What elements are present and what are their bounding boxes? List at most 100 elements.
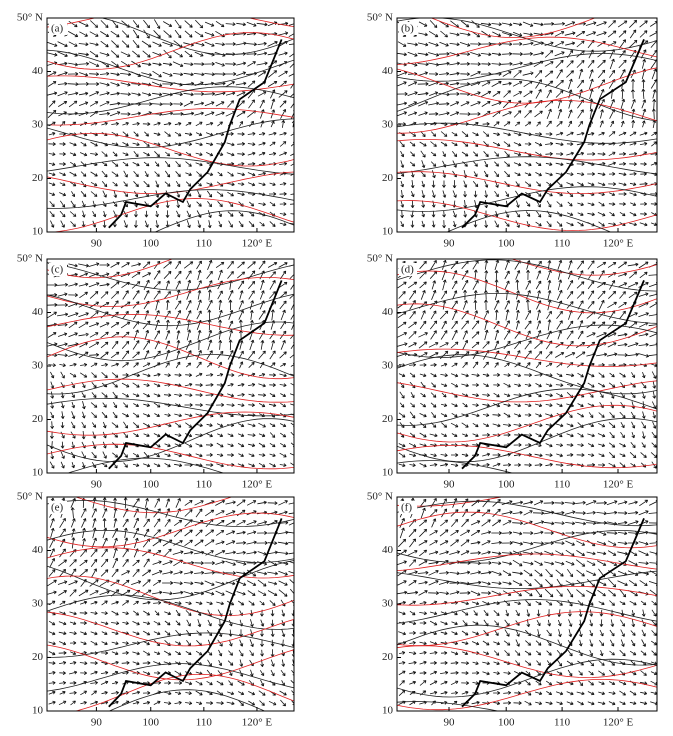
contour <box>47 663 294 692</box>
contour <box>73 673 294 711</box>
y-tick-label: 50° N <box>367 253 393 265</box>
contour <box>47 108 294 126</box>
y-tick-label: 20 <box>382 651 394 663</box>
panel-label: (e) <box>51 502 64 514</box>
contour <box>397 611 657 647</box>
y-tick-label: 20 <box>382 413 394 425</box>
x-tick-label: 110 <box>554 479 571 491</box>
contour <box>108 689 266 711</box>
contour <box>47 397 294 417</box>
contour <box>47 594 294 630</box>
y-tick-label: 30 <box>382 598 394 610</box>
contour <box>47 49 294 86</box>
y-tick-label: 50° N <box>367 12 393 24</box>
y-tick-label: 10 <box>32 705 44 717</box>
contour <box>47 575 294 617</box>
x-tick-label: 100 <box>142 238 159 250</box>
contour <box>47 512 294 548</box>
map-panel: (c) 50° N 40 30 20 10 90 100 110 120° E <box>17 253 295 491</box>
y-tick-label: 10 <box>382 467 394 479</box>
contour <box>397 445 657 469</box>
contour <box>154 210 294 232</box>
contour <box>397 679 657 711</box>
contour <box>47 18 294 28</box>
contour <box>397 200 657 231</box>
contour <box>397 303 657 347</box>
contour <box>397 354 657 395</box>
contour <box>47 632 294 658</box>
x-tick-label: 100 <box>498 717 515 729</box>
panel-label: (d) <box>401 264 414 276</box>
panel-label: (b) <box>401 23 414 35</box>
x-tick-label: 100 <box>498 479 515 491</box>
contour <box>47 500 294 528</box>
contour <box>100 18 294 56</box>
map-panel: (d) 50° N 40 30 20 10 90 100 110 120° E <box>367 253 658 491</box>
x-tick-label: 100 <box>498 238 515 250</box>
y-tick-label: 50° N <box>17 12 43 24</box>
y-tick-label: 20 <box>382 172 394 184</box>
contour <box>47 262 294 291</box>
coastline <box>461 39 645 229</box>
x-tick-label: 90 <box>444 238 456 250</box>
contour <box>397 53 657 82</box>
x-tick-label: 90 <box>91 717 103 729</box>
contour <box>397 156 657 175</box>
contour <box>397 497 504 507</box>
map-content <box>397 259 657 473</box>
contour <box>47 133 294 167</box>
contour <box>47 32 294 70</box>
contour <box>397 530 657 563</box>
contour <box>47 321 294 362</box>
contour <box>47 530 294 563</box>
y-tick-label: 20 <box>32 651 44 663</box>
contour <box>47 118 294 148</box>
contour <box>397 460 515 473</box>
label-bg <box>399 22 417 35</box>
panel-label: (f) <box>401 502 412 514</box>
panel-label: (c) <box>51 264 64 276</box>
x-tick-label: 110 <box>196 238 213 250</box>
map-panel: (a) 50° N 40 30 20 10 90 100 110 120° E <box>17 12 295 250</box>
y-tick-label: 30 <box>32 598 44 610</box>
contour <box>397 586 657 606</box>
contour <box>47 560 294 601</box>
contour <box>397 404 657 443</box>
contour <box>47 313 294 336</box>
y-tick-label: 20 <box>32 413 44 425</box>
y-tick-label: 40 <box>32 65 44 77</box>
y-tick-label: 50° N <box>367 491 393 503</box>
label-bg <box>49 501 67 514</box>
wind-vectors <box>47 497 294 707</box>
map-panel: (b) 50° N 40 30 20 10 90 100 110 120° E <box>367 12 658 250</box>
contour <box>397 645 657 679</box>
contour <box>397 570 657 589</box>
contour <box>47 293 294 327</box>
coastline <box>461 280 645 470</box>
contour <box>430 18 596 39</box>
map-frame <box>46 17 295 233</box>
contour <box>47 157 294 175</box>
contour <box>397 380 657 403</box>
contour <box>47 378 294 403</box>
contour <box>397 511 657 549</box>
x-tick-label: 120° E <box>603 717 634 729</box>
x-tick-label: 120° E <box>603 238 634 250</box>
x-tick-label: 100 <box>142 717 159 729</box>
label-bg <box>49 263 67 276</box>
x-tick-label: 90 <box>91 238 103 250</box>
x-tick-label: 110 <box>196 479 213 491</box>
panel-label: (a) <box>51 23 64 35</box>
y-tick-label: 10 <box>382 226 394 238</box>
y-tick-label: 10 <box>382 705 394 717</box>
coastline <box>108 518 283 708</box>
contour <box>397 418 657 463</box>
x-tick-label: 90 <box>444 717 456 729</box>
contour <box>47 644 294 681</box>
x-tick-label: 90 <box>444 479 456 491</box>
contour <box>47 418 294 463</box>
contour <box>397 324 657 358</box>
contour <box>47 354 294 395</box>
y-tick-label: 30 <box>382 119 394 131</box>
